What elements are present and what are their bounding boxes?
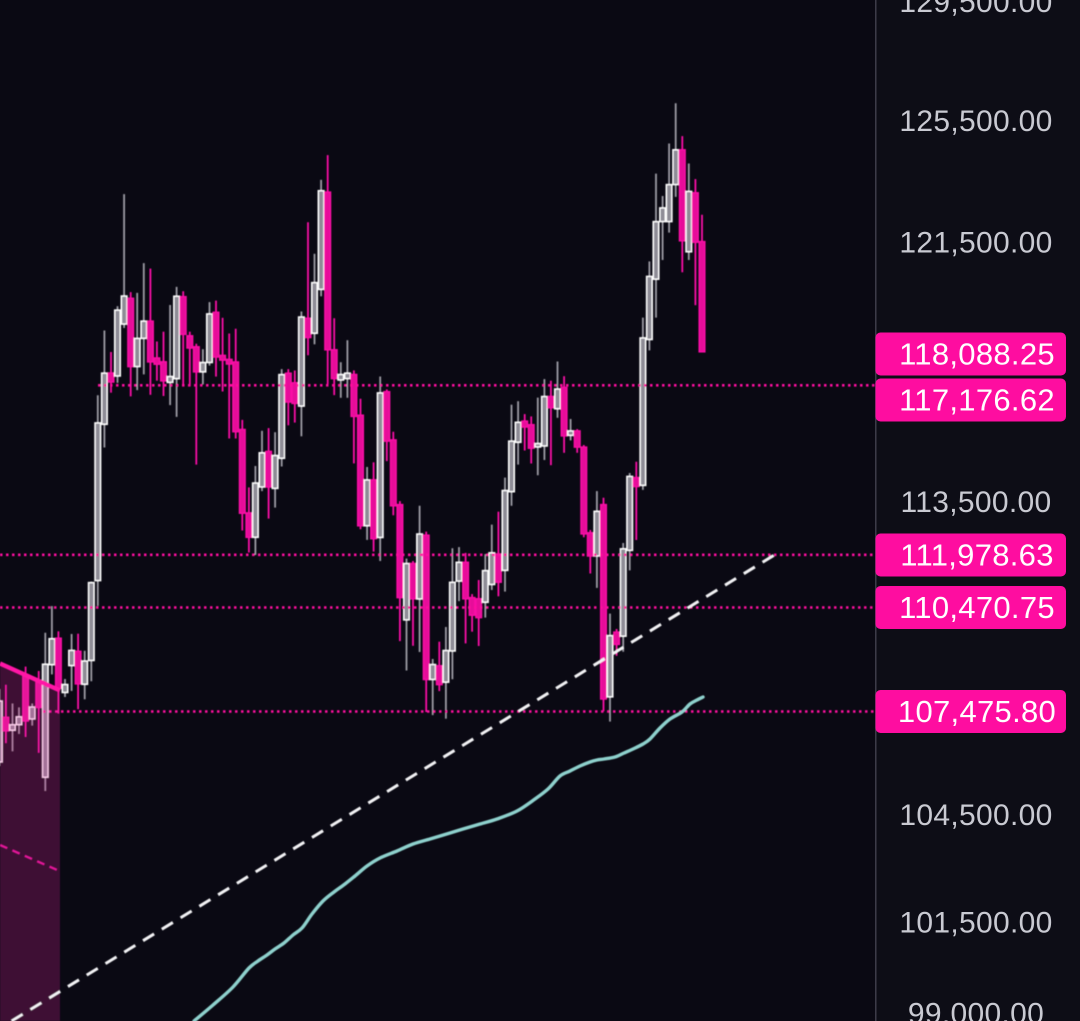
svg-text:107,475.80: 107,475.80 — [898, 694, 1056, 729]
svg-text:129,500.00: 129,500.00 — [899, 0, 1052, 19]
svg-text:121,500.00: 121,500.00 — [899, 227, 1052, 260]
svg-text:111,978.63: 111,978.63 — [900, 538, 1054, 573]
svg-text:113,500.00: 113,500.00 — [901, 486, 1052, 519]
svg-text:118,088.25: 118,088.25 — [899, 337, 1055, 372]
svg-text:101,500.00: 101,500.00 — [899, 907, 1052, 940]
svg-text:110,470.75: 110,470.75 — [899, 590, 1055, 625]
svg-text:99,000.00: 99,000.00 — [908, 998, 1044, 1021]
svg-text:104,500.00: 104,500.00 — [899, 799, 1052, 832]
svg-text:125,500.00: 125,500.00 — [899, 105, 1052, 138]
svg-text:117,176.62: 117,176.62 — [899, 383, 1055, 418]
